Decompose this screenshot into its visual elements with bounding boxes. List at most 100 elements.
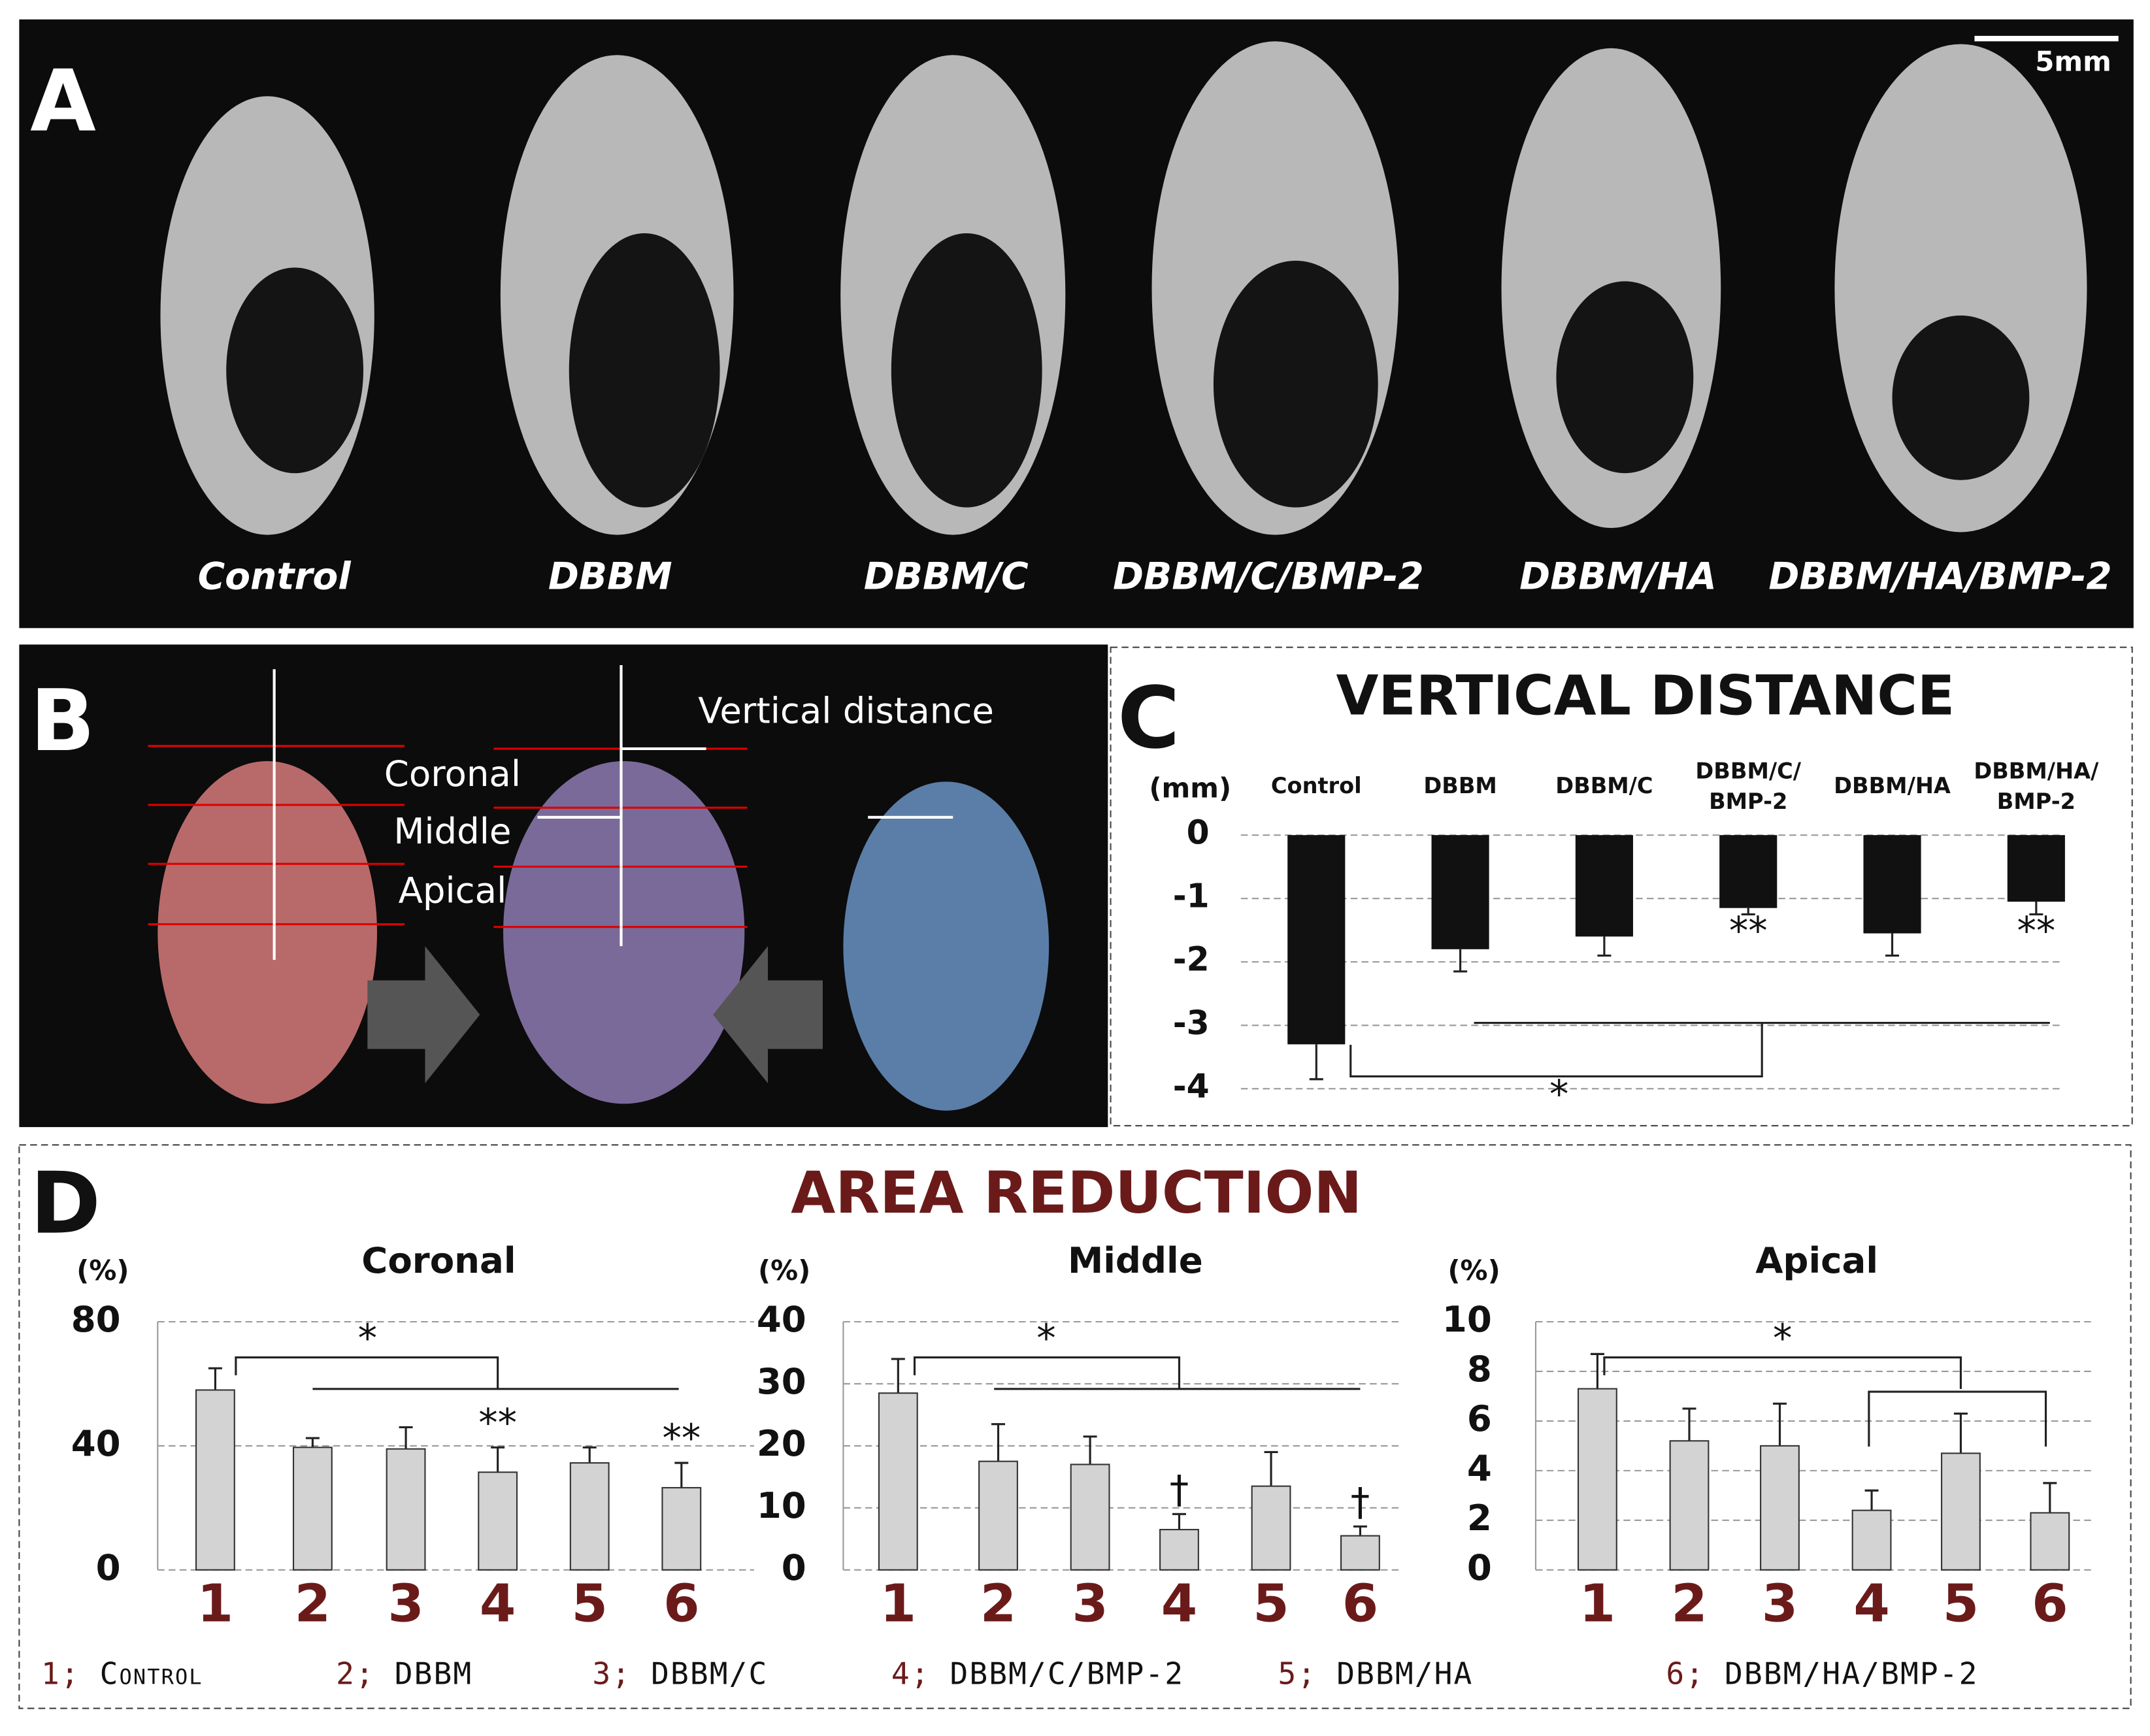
y-tick-label: -1 [1173,877,1210,915]
legend-item: 5; DBBM/HA [1278,1656,1474,1691]
bar [1760,1445,1800,1571]
section-label: DBBM/HA [1519,555,1717,598]
chart-title: VERTICAL DISTANCE [1336,663,1955,727]
x-tick-line: BMP-2 [1997,788,2076,813]
y-tick-label: 10 [757,1484,806,1526]
vertical-distance-label: Vertical distance [698,690,994,732]
bar [1575,835,1633,937]
x-tick-label: 1 [880,1573,916,1633]
x-tick-label: 3 [1762,1573,1798,1633]
bar [1159,1529,1199,1571]
bar [1251,1485,1291,1571]
panel-letter: D [30,1154,101,1253]
legend-text: DBBM/C/BMP-2 [931,1656,1185,1691]
legend-text: Control [80,1656,203,1691]
x-tick-label: DBBM/C/BMP-2 [1695,758,1801,813]
significance-mark: † [1170,1467,1189,1512]
panel-d-frame [18,1144,2132,1709]
y-tick-label: -2 [1173,940,1210,979]
legend-text: DBBM/HA [1317,1656,1473,1691]
section-label: DBBM/HA/BMP-2 [1768,555,2111,598]
legend-item: 2; DBBM [336,1656,472,1691]
x-tick-label: 4 [480,1573,516,1633]
legend-item: 6; DBBM/HA/BMP-2 [1666,1656,1978,1691]
significance-mark: ** [2017,908,2055,953]
chart-title: Coronal [361,1239,516,1281]
legend-number: 3; [592,1656,631,1691]
y-tick-label: 10 [1442,1298,1492,1340]
significance-mark: ** [478,1400,517,1445]
significance-mark: ** [1729,908,1768,953]
section-label: DBBM/C/BMP-2 [1113,555,1424,598]
y-tick-label: 40 [71,1422,121,1464]
bar [1070,1464,1110,1571]
significance-bracket [235,1356,499,1389]
level-label: Coronal [384,753,521,794]
x-tick-label: 6 [1342,1573,1378,1633]
x-tick-label: 1 [197,1573,233,1633]
bar [2030,1512,2070,1571]
x-tick-line: BMP-2 [1709,788,1787,813]
significance-bracket [1349,1023,1763,1078]
x-tick-label: 4 [1161,1573,1197,1633]
bar [386,1448,426,1571]
bar [1719,835,1778,908]
x-tick-label: 3 [388,1573,423,1633]
scale-bar-label: 5mm [2035,45,2111,77]
y-axis-label: (%) [758,1254,810,1286]
panel-letter: A [30,52,96,151]
y-tick-label: 2 [1467,1497,1492,1539]
bar [1340,1535,1380,1571]
x-tick-line: DBBM/HA/ [1974,758,2099,783]
section-before [157,761,378,1104]
bar [661,1486,702,1571]
x-tick-label: 2 [980,1573,1016,1633]
bar [1287,835,1346,1045]
legend-item: 3; DBBM/C [592,1656,768,1691]
bar [1577,1388,1617,1571]
x-tick-label: 6 [2032,1573,2068,1633]
legend-number: 4; [891,1656,931,1691]
panel-letter: B [30,671,95,770]
bar [569,1462,610,1571]
legend-number: 6; [1666,1656,1705,1691]
y-tick-label: 0 [782,1547,806,1588]
bar [1431,835,1489,949]
bar [1669,1440,1710,1571]
x-tick-label: 1 [1579,1573,1615,1633]
panel-c-frame [1110,646,2133,1127]
x-tick-label: DBBM/HA/BMP-2 [1974,758,2099,813]
y-tick-label: 8 [1467,1348,1492,1390]
section-overlay [503,761,745,1104]
chart-title: Middle [1068,1239,1203,1281]
legend-number: 5; [1278,1656,1317,1691]
x-tick-label: DBBM/C [1555,773,1653,798]
bar [478,1471,518,1571]
bar [1851,1509,1892,1571]
bar [878,1392,918,1571]
chart-title: Apical [1755,1239,1878,1281]
legend-text: DBBM/C [631,1656,768,1691]
guide-lines [273,664,953,960]
bar [1863,835,1921,934]
significance-mark: ** [662,1416,701,1461]
bar [978,1460,1018,1571]
level-label: Apical [399,869,507,911]
legend-item: 1; Control [41,1656,203,1691]
x-tick-label: 2 [1671,1573,1707,1633]
annotation: * [1773,1315,1792,1360]
legend-number: 1; [41,1656,80,1691]
y-tick-label: 30 [757,1360,806,1402]
legend-text: DBBM [375,1656,472,1691]
y-tick-label: 4 [1467,1447,1492,1489]
y-tick-label: 40 [757,1298,806,1340]
y-axis-label: (mm) [1149,772,1231,804]
legend-text: DBBM/HA/BMP-2 [1705,1656,1978,1691]
significance-bracket [913,1356,1181,1389]
bar [2007,835,2065,902]
x-tick-label: DBBM [1423,773,1497,798]
x-tick-label: 5 [1253,1573,1289,1633]
y-axis-label: (%) [1447,1254,1500,1286]
x-tick-label: 5 [571,1573,607,1633]
